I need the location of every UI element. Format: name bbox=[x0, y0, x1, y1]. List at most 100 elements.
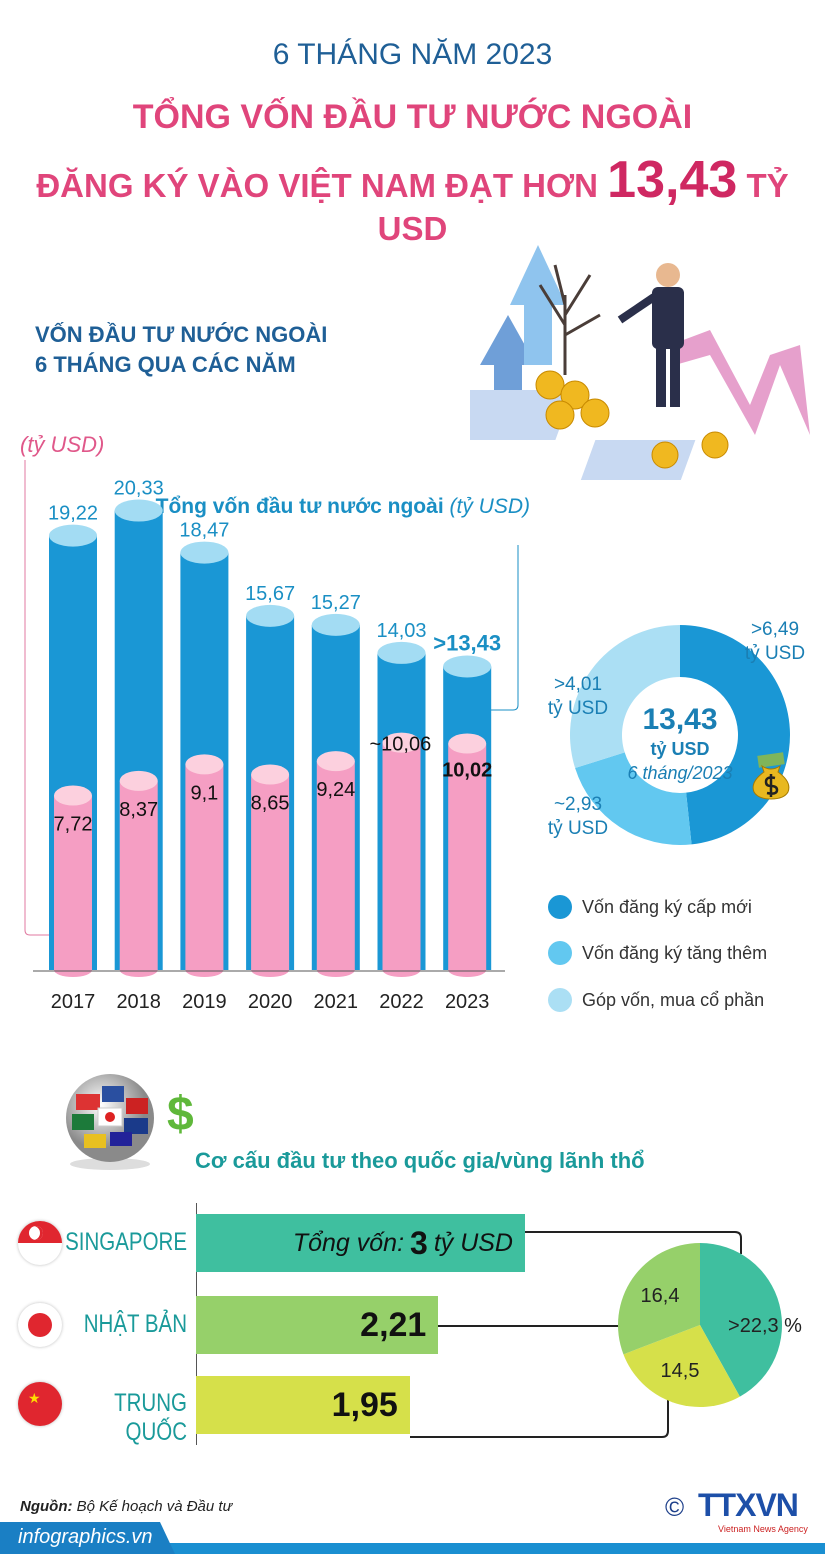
legend-label: Vốn đăng ký tăng thêm bbox=[582, 942, 768, 963]
total-column-top bbox=[246, 604, 295, 627]
donut-slice-label: ~2,93 bbox=[554, 794, 602, 815]
total-column-top bbox=[443, 655, 492, 678]
money-bag-icon bbox=[752, 752, 790, 800]
trend-arrow-icon bbox=[670, 330, 810, 435]
copyright: © bbox=[665, 1492, 685, 1522]
total-column-top bbox=[114, 499, 163, 522]
total-value-label: 20,33 bbox=[114, 478, 164, 500]
donut-slice-unit: tỷ USD bbox=[745, 643, 805, 664]
realized-column-base bbox=[185, 963, 224, 977]
country-china: TRUNG QUỐC bbox=[114, 1389, 187, 1446]
realized-column bbox=[316, 761, 355, 970]
total-value-label: 14,03 bbox=[376, 620, 426, 642]
year-tick-label: 2019 bbox=[182, 991, 227, 1013]
realized-column bbox=[251, 774, 290, 970]
pie-slice bbox=[700, 1243, 782, 1397]
realized-column-base bbox=[448, 963, 487, 977]
country-singapore: SINGAPORE bbox=[65, 1228, 187, 1256]
realized-value-label: 9,1 bbox=[190, 782, 218, 804]
realized-column bbox=[185, 764, 224, 970]
title-text: ĐĂNG KÝ VÀO VIỆT NAM ĐẠT HƠN bbox=[36, 167, 608, 204]
realized-value-label: 7,72 bbox=[54, 814, 93, 836]
realized-column bbox=[382, 742, 421, 970]
realized-label-unit: (tỷ USD) bbox=[20, 432, 105, 457]
realized-column-base bbox=[382, 963, 421, 977]
title-value: 13,43 bbox=[607, 151, 738, 209]
source-label: Nguồn: bbox=[20, 1498, 73, 1515]
realized-column bbox=[448, 743, 487, 970]
total-value-label: 18,47 bbox=[179, 520, 229, 542]
pie-slice bbox=[618, 1243, 700, 1355]
bar-singapore: Tổng vốn: 3 tỷ USD bbox=[196, 1214, 525, 1272]
realized-column-base bbox=[54, 963, 92, 977]
source-text: Bộ Kế hoạch và Đầu tư bbox=[72, 1498, 233, 1515]
realized-value-label: 9,24 bbox=[316, 779, 355, 801]
realized-column-top bbox=[382, 732, 421, 753]
total-column-top bbox=[180, 541, 229, 564]
column-chart: 19,22 7,72 2017 20,33 8,37 2018 18,47 9,1 2019 15… bbox=[24, 460, 519, 1013]
pie-slice bbox=[623, 1325, 740, 1407]
section1-title: VỐN ĐẦU TƯ NƯỚC NGOÀI 6 THÁNG QUA CÁC NĂM bbox=[35, 320, 327, 380]
realized-column-top bbox=[316, 751, 355, 772]
arrow-up-icon bbox=[510, 245, 566, 365]
legend-label: Vốn đăng ký cấp mới bbox=[582, 896, 752, 917]
ttxvn-logo-sub: Vietnam News Agency bbox=[718, 1524, 808, 1534]
realized-column-base bbox=[316, 963, 355, 977]
total-column-top bbox=[311, 613, 360, 636]
section2-title: Cơ cấu đầu tư theo quốc gia/vùng lãnh th… bbox=[195, 1148, 645, 1173]
realized-value-label: ~10,06 bbox=[370, 734, 432, 756]
legend-label: Góp vốn, mua cổ phần bbox=[582, 989, 765, 1010]
donut-center-unit: tỷ USD bbox=[650, 739, 709, 759]
total-value-label: 19,22 bbox=[48, 503, 98, 525]
realized-value-label: 8,37 bbox=[119, 799, 158, 821]
year-tick-label: 2017 bbox=[51, 991, 96, 1013]
dollar-icon: $ bbox=[167, 1088, 194, 1141]
total-label-unit: (tỷ USD) bbox=[449, 495, 531, 518]
donut-slice-unit: tỷ USD bbox=[548, 818, 608, 839]
section1-title-line1: VỐN ĐẦU TƯ NƯỚC NGOÀI bbox=[35, 322, 328, 347]
title-line1: TỔNG VỐN ĐẦU TƯ NƯỚC NGOÀI bbox=[132, 98, 693, 136]
bar-value: 1,95 bbox=[331, 1385, 398, 1424]
site-link[interactable]: infographics.vn bbox=[0, 1522, 175, 1554]
flag-china-icon: ★ bbox=[18, 1382, 62, 1426]
flag-japan-icon bbox=[18, 1303, 62, 1347]
donut-slice bbox=[570, 625, 680, 769]
year-tick-label: 2018 bbox=[116, 991, 161, 1013]
year-tick-label: 2022 bbox=[379, 991, 424, 1013]
donut-slice-label: >4,01 bbox=[554, 674, 602, 695]
legend-item-new: Vốn đăng ký cấp mới bbox=[548, 895, 752, 919]
total-value-label: >13,43 bbox=[433, 630, 501, 655]
total-value-label: 15,67 bbox=[245, 583, 295, 605]
pie-slice-label: 14,5 bbox=[661, 1360, 700, 1382]
legend-item-added: Vốn đăng ký tăng thêm bbox=[548, 941, 767, 965]
pie-slice-label: 16,4 bbox=[641, 1285, 680, 1307]
total-label-text: Tổng vốn đầu tư nước ngoài bbox=[155, 495, 444, 518]
investment-illustration bbox=[470, 245, 810, 480]
legend-swatch bbox=[548, 988, 572, 1012]
bar-value: 2,21 bbox=[360, 1305, 427, 1344]
title-unit: TỶ USD bbox=[377, 167, 789, 247]
tree-icon bbox=[538, 264, 601, 375]
realized-column-base bbox=[251, 963, 290, 977]
donut-slice-label: >6,49 bbox=[751, 619, 799, 640]
total-capital-label: Tổng vốn đầu tư nước ngoài (tỷ USD) bbox=[156, 492, 530, 522]
money-stack bbox=[470, 390, 574, 440]
globe-flags-icon: $ bbox=[66, 1074, 194, 1170]
realized-bracket bbox=[24, 460, 55, 936]
year-tick-label: 2020 bbox=[248, 991, 293, 1013]
realized-value-label: 10,02 bbox=[442, 760, 492, 782]
source: Nguồn: Bộ Kế hoạch và Đầu tư bbox=[20, 1498, 232, 1515]
footer-bar bbox=[0, 1543, 825, 1554]
donut-center-note: 6 tháng/2023 bbox=[627, 763, 732, 783]
donut-slice-unit: tỷ USD bbox=[548, 698, 608, 719]
total-column-top bbox=[377, 641, 426, 664]
donut-center-value: 13,43 bbox=[642, 703, 717, 736]
realized-column bbox=[119, 780, 158, 970]
businessman-icon bbox=[617, 263, 684, 407]
realized-value-label: 8,65 bbox=[251, 793, 290, 815]
flag-singapore-icon bbox=[18, 1221, 62, 1265]
donut-chart: >6,49 tỷ USD ~2,93 tỷ USD >4,01 tỷ USD 13,43 tỷ… bbox=[548, 619, 805, 845]
bar-label-prefix: Tổng vốn: bbox=[292, 1228, 405, 1257]
total-column-top bbox=[49, 524, 97, 547]
country-japan: NHẬT BẢN bbox=[83, 1310, 187, 1338]
